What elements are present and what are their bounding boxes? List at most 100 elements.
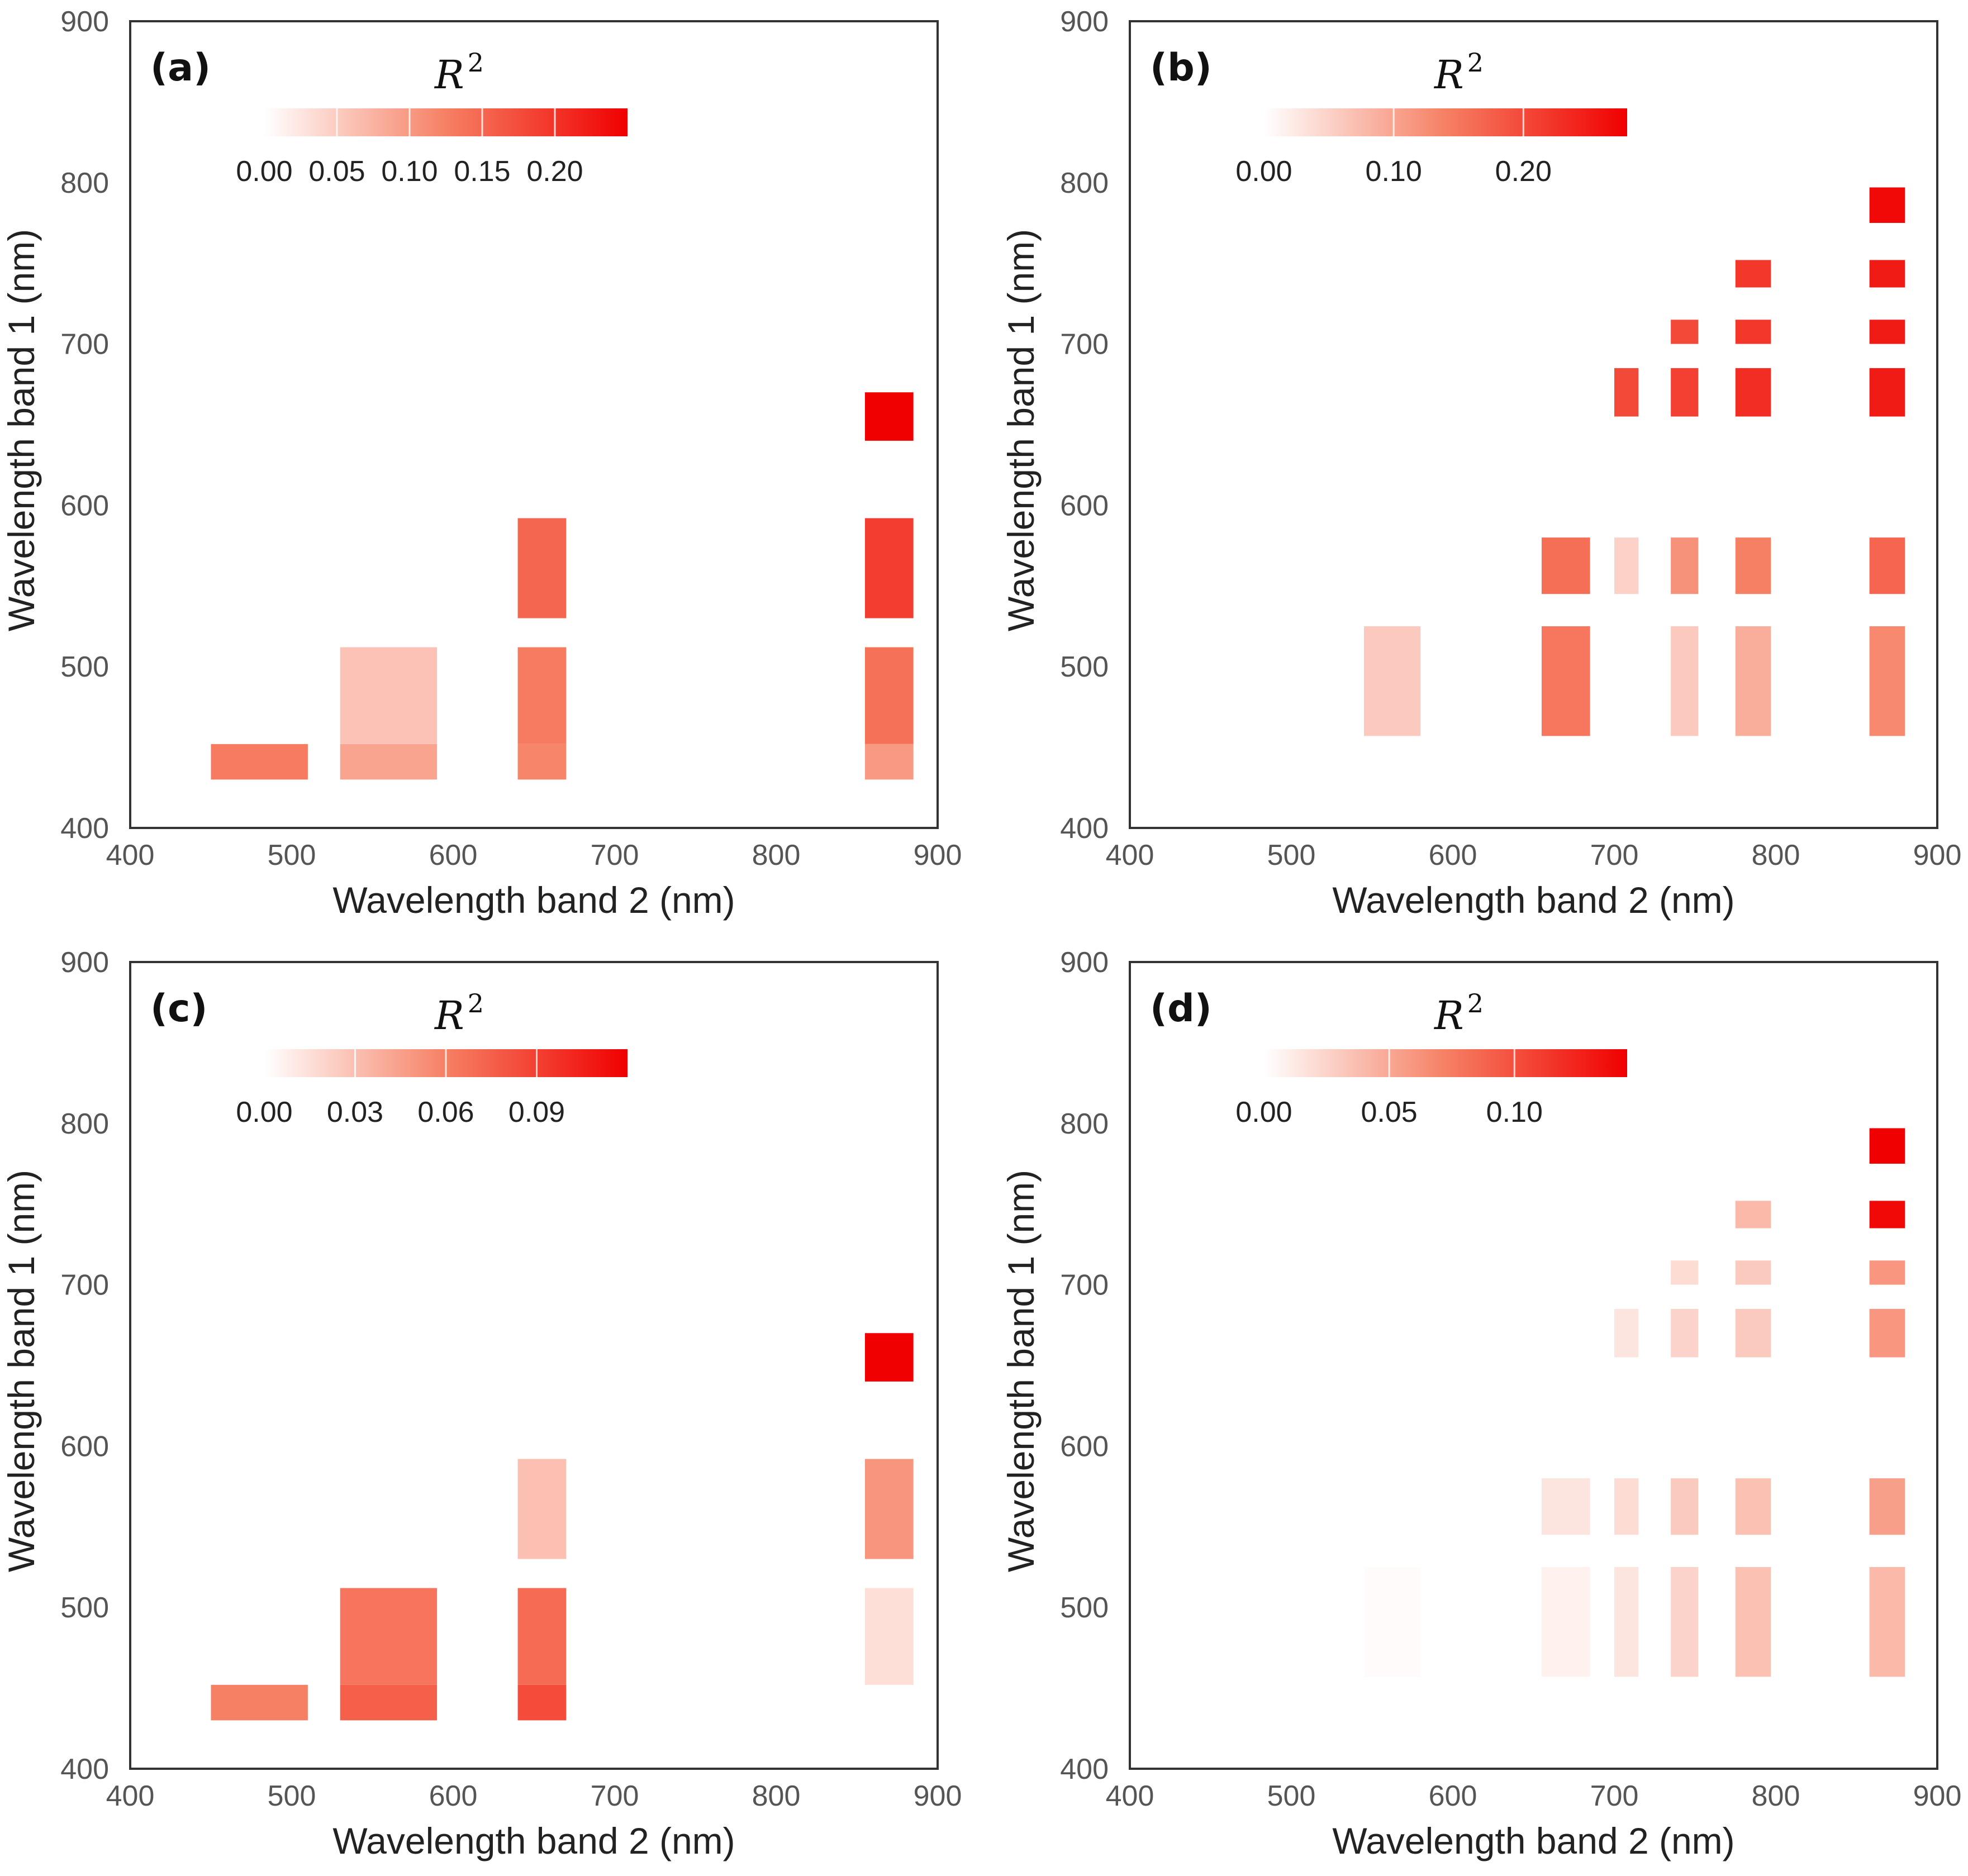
heatmap-cell: [1735, 1308, 1771, 1358]
heatmap-cell: [1541, 626, 1590, 736]
heatmap-cell: [864, 1459, 914, 1559]
heatmap-cell: [1614, 537, 1639, 594]
heatmap-cell: [1671, 537, 1699, 594]
y-tick-label: 600: [1060, 489, 1109, 522]
heatmap-cell: [1614, 368, 1639, 417]
plot-frame: [129, 20, 939, 829]
heatmap-cell: [1869, 537, 1905, 594]
y-axis-title: Wavelength band 1 (nm): [1000, 1170, 1042, 1572]
x-tick-label: 500: [268, 1780, 316, 1812]
x-axis-title: Wavelength band 2 (nm): [1332, 1820, 1734, 1861]
x-tick-label: 600: [1429, 839, 1477, 872]
x-tick-label: 600: [429, 1780, 478, 1812]
x-tick-label: 600: [1429, 1780, 1477, 1812]
colorbar: R 2 0.00 0.05 0.10 0.15 0.20: [236, 47, 628, 188]
heatmap-cell: [864, 744, 914, 780]
x-tick-label: 400: [1106, 839, 1154, 872]
heatmap-cell: [517, 1684, 567, 1721]
x-tick-label: 800: [1752, 839, 1800, 872]
x-axis-title: Wavelength band 2 (nm): [1332, 879, 1734, 921]
colorbar-title-superscript: 2: [468, 47, 484, 78]
heatmap-cell: [864, 1333, 914, 1382]
x-tick-label: 800: [752, 839, 801, 872]
heatmap-cell: [517, 1459, 567, 1559]
x-tick-label: 700: [1590, 1780, 1639, 1812]
heatmap-cell: [1869, 368, 1905, 417]
colorbar-tick-label: 0.00: [236, 1096, 292, 1129]
colorbar-tick-label: 0.00: [1235, 1096, 1292, 1129]
y-tick-label: 700: [1060, 1269, 1109, 1302]
colorbar-tick-label: 0.20: [526, 155, 583, 188]
heatmap-cell: [1614, 1567, 1639, 1677]
heatmap-cell: [1869, 260, 1905, 288]
colorbar-gradient-bar: [1264, 1049, 1627, 1077]
heatmap-cell: [1541, 537, 1590, 594]
y-tick-label: 500: [60, 1592, 109, 1624]
x-tick-label: 900: [914, 839, 962, 872]
colorbar: R 2 0.00 0.05 0.10: [1235, 988, 1627, 1129]
y-tick-label: 900: [1060, 946, 1109, 979]
heatmap-cell: [1671, 1260, 1699, 1285]
y-tick-label: 800: [60, 167, 109, 199]
colorbar-tick-label: 0.10: [1486, 1096, 1543, 1129]
chart-panel-c: 400 500 600 700 800 900 400 500 600 700 800 900 Wave…: [1, 946, 962, 1861]
colorbar-tick-label: 0.10: [381, 155, 438, 188]
colorbar: R 2 0.00 0.10 0.20: [1235, 47, 1627, 188]
y-tick-label: 400: [1060, 1753, 1109, 1785]
x-tick-label: 800: [1752, 1780, 1800, 1812]
panel-label: (c): [150, 987, 207, 1031]
x-tick-label: 700: [591, 839, 639, 872]
plot-frame: [1129, 961, 1938, 1770]
heatmap-cell: [1869, 1201, 1905, 1229]
x-axis-title: Wavelength band 2 (nm): [332, 879, 735, 921]
y-tick-label: 800: [60, 1108, 109, 1140]
panel-label: (a): [150, 46, 211, 90]
y-tick-label: 900: [60, 946, 109, 979]
heatmap-cell: [340, 1684, 438, 1721]
heatmap-cell: [1364, 1567, 1421, 1677]
x-tick-label: 900: [914, 1780, 962, 1812]
x-tick-label: 500: [268, 839, 316, 872]
heatmap-cell: [1671, 1308, 1699, 1358]
heatmap-cell: [1735, 537, 1771, 594]
x-tick-label: 800: [752, 1780, 801, 1812]
heatmap-cell: [340, 1588, 438, 1685]
colorbar-tick-label: 0.00: [1235, 155, 1292, 188]
panel-label: (d): [1150, 987, 1212, 1031]
x-axis-title: Wavelength band 2 (nm): [332, 1820, 735, 1861]
colorbar-title-base: R: [434, 52, 464, 98]
colorbar-title-base: R: [1433, 52, 1464, 98]
heatmap-cell: [1869, 1478, 1905, 1535]
plot-frame: [129, 961, 939, 1770]
colorbar-title-base: R: [434, 993, 464, 1039]
heatmap-cell: [1671, 1478, 1699, 1535]
panel-label: (b): [1150, 46, 1212, 90]
y-tick-label: 500: [1060, 1592, 1109, 1624]
y-tick-label: 500: [1060, 651, 1109, 683]
heatmap-cell: [340, 744, 438, 780]
heatmap-cell: [1869, 1567, 1905, 1677]
x-tick-label: 400: [106, 839, 155, 872]
colorbar-title-superscript: 2: [468, 988, 484, 1018]
heatmap-cell: [1735, 368, 1771, 417]
plot-frame: [1129, 20, 1938, 829]
colorbar-tick-label: 0.10: [1366, 155, 1422, 188]
heatmap-cell: [1735, 1201, 1771, 1229]
colorbar-tick-label: 0.03: [327, 1096, 383, 1129]
x-tick-label: 900: [1913, 839, 1962, 872]
x-tick-label: 700: [1590, 839, 1639, 872]
x-tick-label: 600: [429, 839, 478, 872]
heatmap-cell: [1869, 1308, 1905, 1358]
heatmap-cell: [1541, 1478, 1590, 1535]
colorbar-title-superscript: 2: [1467, 47, 1484, 78]
heatmap-cell: [211, 1684, 308, 1721]
y-tick-label: 400: [60, 1753, 109, 1785]
colorbar-tick-label: 0.05: [308, 155, 365, 188]
colorbar-gradient-bar: [1264, 108, 1627, 136]
chart-panel-b: 400 500 600 700 800 900 400 500 600 700 800 900 Wave…: [1000, 6, 1961, 921]
heatmap-cell: [1735, 260, 1771, 288]
